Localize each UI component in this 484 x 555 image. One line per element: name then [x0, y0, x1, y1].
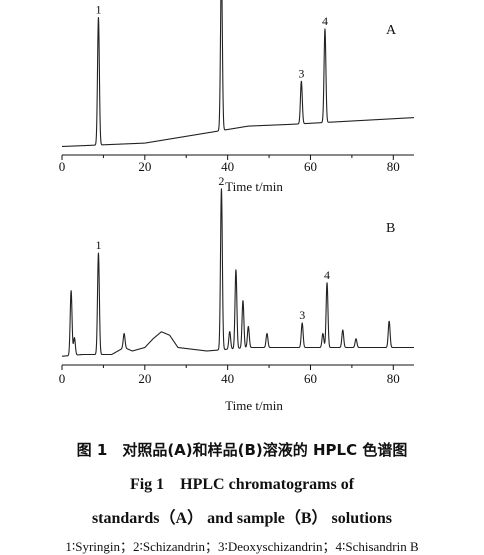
panel-label: A	[386, 23, 397, 38]
peak-label-3: 3	[299, 308, 305, 322]
x-tick-label: 40	[221, 159, 234, 174]
chromatogram-panel-b: 0 20 40 60 80 Time t/min B 1 2 3 4	[59, 174, 415, 413]
figure-caption-chinese: 图 1 对照品(A)和样品(B)溶液的 HPLC 色谱图	[76, 441, 408, 459]
x-tick-label: 0	[59, 371, 66, 386]
x-axis-label: Time t/min	[225, 398, 283, 413]
figure-caption-english-line1: Fig 1 HPLC chromatograms of	[129, 476, 355, 493]
chromatogram-figure: 0 20 40 60 80 Time t/min A 1 2 3 4 0 20 40 60 80 Time t…	[59, 0, 415, 413]
figure-caption-english-line2: standards（A） and sample（B） solutions	[91, 510, 393, 527]
x-tick-label: 80	[387, 159, 400, 174]
peak-legend: 1∶Syringin；2∶Schizandrin；3∶Deoxyschizand…	[65, 539, 419, 554]
x-tick-label: 80	[387, 371, 400, 386]
peak-label-3: 3	[298, 66, 304, 80]
chromatogram-panel-a: 0 20 40 60 80 Time t/min A 1 2 3 4	[59, 0, 415, 194]
x-axis-label: Time t/min	[225, 179, 283, 194]
x-tick-label: 60	[304, 371, 317, 386]
x-tick-label: 40	[221, 371, 234, 386]
chromatogram-trace	[61, 0, 415, 148]
x-tick-label: 60	[304, 159, 317, 174]
x-tick-label: 20	[138, 159, 151, 174]
peak-label-1: 1	[95, 3, 101, 17]
peak-label-2: 2	[218, 174, 224, 188]
chromatogram-trace	[61, 188, 415, 357]
panel-label: B	[386, 221, 395, 236]
x-tick-label: 0	[59, 159, 66, 174]
peak-label-4: 4	[324, 268, 330, 282]
x-tick-label: 20	[138, 371, 151, 386]
peak-label-4: 4	[322, 14, 328, 28]
peak-label-1: 1	[95, 238, 101, 252]
